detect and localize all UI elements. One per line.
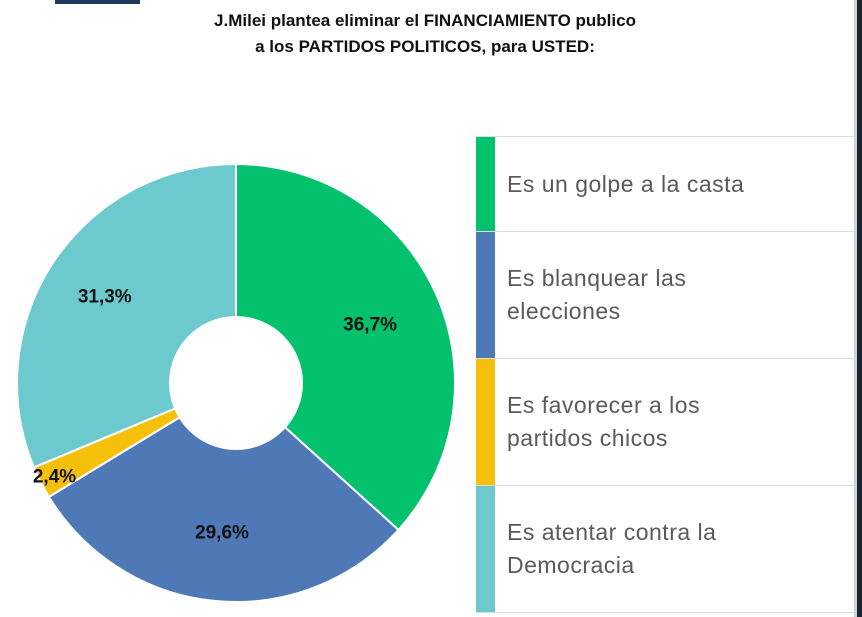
label-blanquear: 29,6% [195, 522, 249, 543]
legend-swatch-yellow [476, 359, 495, 485]
slice-golpe-casta [235, 162, 456, 532]
legend: Es un golpe a la casta Es blanquear las … [476, 136, 854, 613]
legend-label: Es favorecer a los partidos chicos [507, 392, 701, 451]
legend-label: Es atentar contra la Democracia [507, 519, 717, 578]
corner-decoration [55, 0, 140, 4]
label-partidos-chicos: 2,4% [33, 466, 76, 487]
legend-item-golpe-casta: Es un golpe a la casta [476, 137, 854, 232]
legend-swatch-teal [476, 486, 495, 612]
legend-swatch-green [476, 137, 495, 231]
label-golpe-casta: 36,7% [343, 314, 397, 335]
legend-item-partidos-chicos: Es favorecer a los partidos chicos [476, 359, 854, 486]
legend-label: Es blanquear las elecciones [507, 265, 687, 324]
right-edge-border [857, 0, 862, 617]
donut-hole [169, 316, 303, 450]
label-democracia: 31,3% [78, 287, 132, 308]
legend-label: Es un golpe a la casta [507, 170, 745, 197]
legend-item-democracia: Es atentar contra la Democracia [476, 486, 854, 613]
right-edge-shadow [854, 0, 857, 617]
chart-title: J.Milei plantea eliminar el FINANCIAMIEN… [130, 8, 720, 60]
legend-item-blanquear: Es blanquear las elecciones [476, 232, 854, 359]
slice-blanquear [47, 381, 400, 603]
legend-swatch-blue [476, 232, 495, 358]
chart-title-line-1: J.Milei plantea eliminar el FINANCIAMIEN… [214, 11, 636, 30]
chart-title-line-2: a los PARTIDOS POLITICOS, para USTED: [255, 37, 595, 56]
